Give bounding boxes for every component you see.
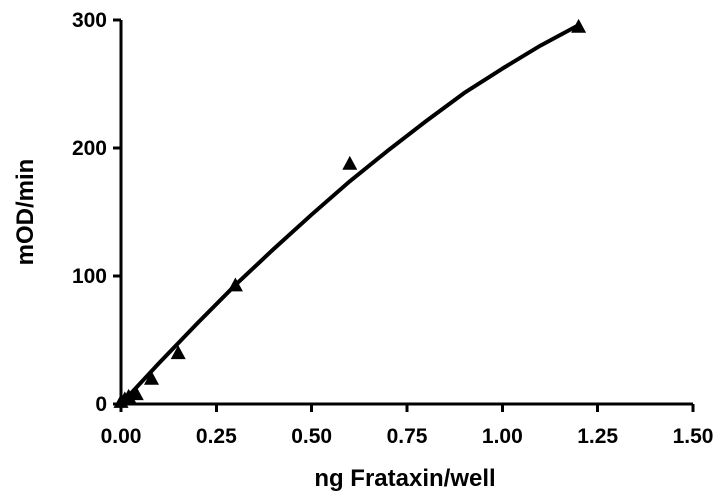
x-tick-label: 1.00 bbox=[482, 425, 523, 448]
y-axis-title: mOD/min bbox=[12, 159, 39, 266]
y-tick-label: 0 bbox=[95, 393, 107, 416]
data-point bbox=[342, 155, 358, 170]
x-axis-title: ng Frataxin/well bbox=[314, 465, 495, 492]
x-tick-label: 1.50 bbox=[673, 425, 714, 448]
tick-labels-group: 0.00 0.25 0.50 0.75 1.00 1.25 1.50 0 100 200 300 bbox=[72, 9, 713, 448]
data-point bbox=[227, 277, 243, 292]
y-tick-label: 200 bbox=[72, 137, 107, 160]
ticks-group bbox=[113, 18, 695, 412]
x-tick-label: 0.50 bbox=[291, 425, 332, 448]
fit-curve-line bbox=[119, 23, 581, 406]
x-tick-label: 1.25 bbox=[577, 425, 618, 448]
x-tick-label: 0.25 bbox=[196, 425, 237, 448]
data-point bbox=[170, 345, 186, 360]
axes-group bbox=[119, 20, 693, 406]
x-tick-label: 0.00 bbox=[101, 425, 142, 448]
data-point bbox=[571, 18, 587, 33]
data-point bbox=[144, 370, 160, 385]
y-tick-label: 100 bbox=[72, 265, 107, 288]
data-point bbox=[128, 386, 144, 401]
data-points-group bbox=[113, 18, 587, 408]
y-tick-label: 300 bbox=[72, 9, 107, 32]
x-tick-label: 0.75 bbox=[387, 425, 428, 448]
